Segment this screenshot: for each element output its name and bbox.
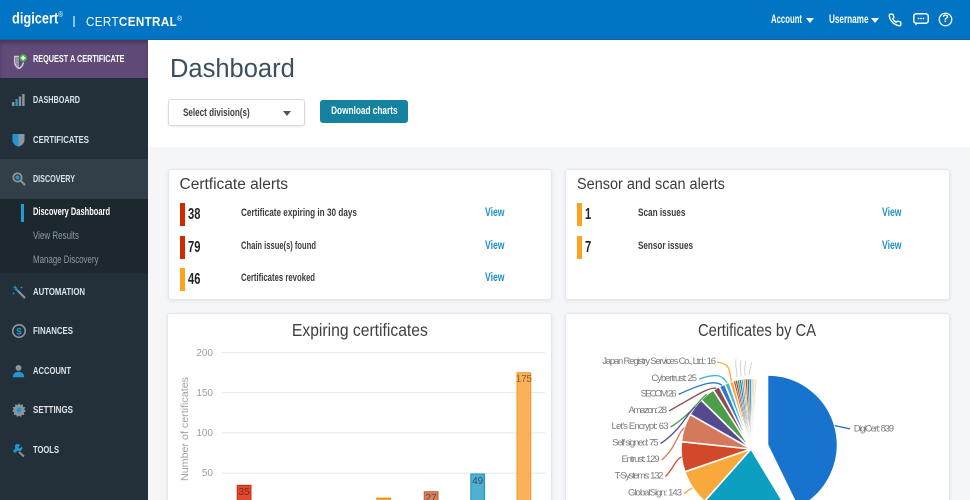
svg-text:GlobalSign: 143: GlobalSign: 143 <box>628 487 682 498</box>
svg-text:35: 35 <box>239 487 251 498</box>
svg-text:Entrust: 129: Entrust: 129 <box>622 454 660 465</box>
svg-text:Self signed: 75: Self signed: 75 <box>612 438 659 449</box>
svg-text:Number of certificates: Number of certificates <box>180 377 191 481</box>
svg-text:Cybertrust: 25: Cybertrust: 25 <box>651 373 697 384</box>
svg-text:$: $ <box>16 326 22 337</box>
svg-text:27: 27 <box>426 493 438 500</box>
svg-text:200: 200 <box>196 348 213 359</box>
svg-text:50: 50 <box>202 468 214 479</box>
svg-text:175: 175 <box>516 374 532 385</box>
svg-text:100: 100 <box>196 428 213 439</box>
svg-text:49: 49 <box>472 476 484 487</box>
svg-text:SECOM: 26: SECOM: 26 <box>641 388 677 399</box>
svg-text:150: 150 <box>196 388 213 399</box>
svg-text:Amazon: 28: Amazon: 28 <box>629 405 668 416</box>
svg-text:Let's Encrypt: 63: Let's Encrypt: 63 <box>612 421 669 432</box>
svg-text:DigiCert: 839: DigiCert: 839 <box>854 424 894 435</box>
svg-text:Japan Registry Services Co., L: Japan Registry Services Co., Ltd.: 16 <box>602 356 716 367</box>
svg-text:T-Systems: 132: T-Systems: 132 <box>615 471 664 482</box>
